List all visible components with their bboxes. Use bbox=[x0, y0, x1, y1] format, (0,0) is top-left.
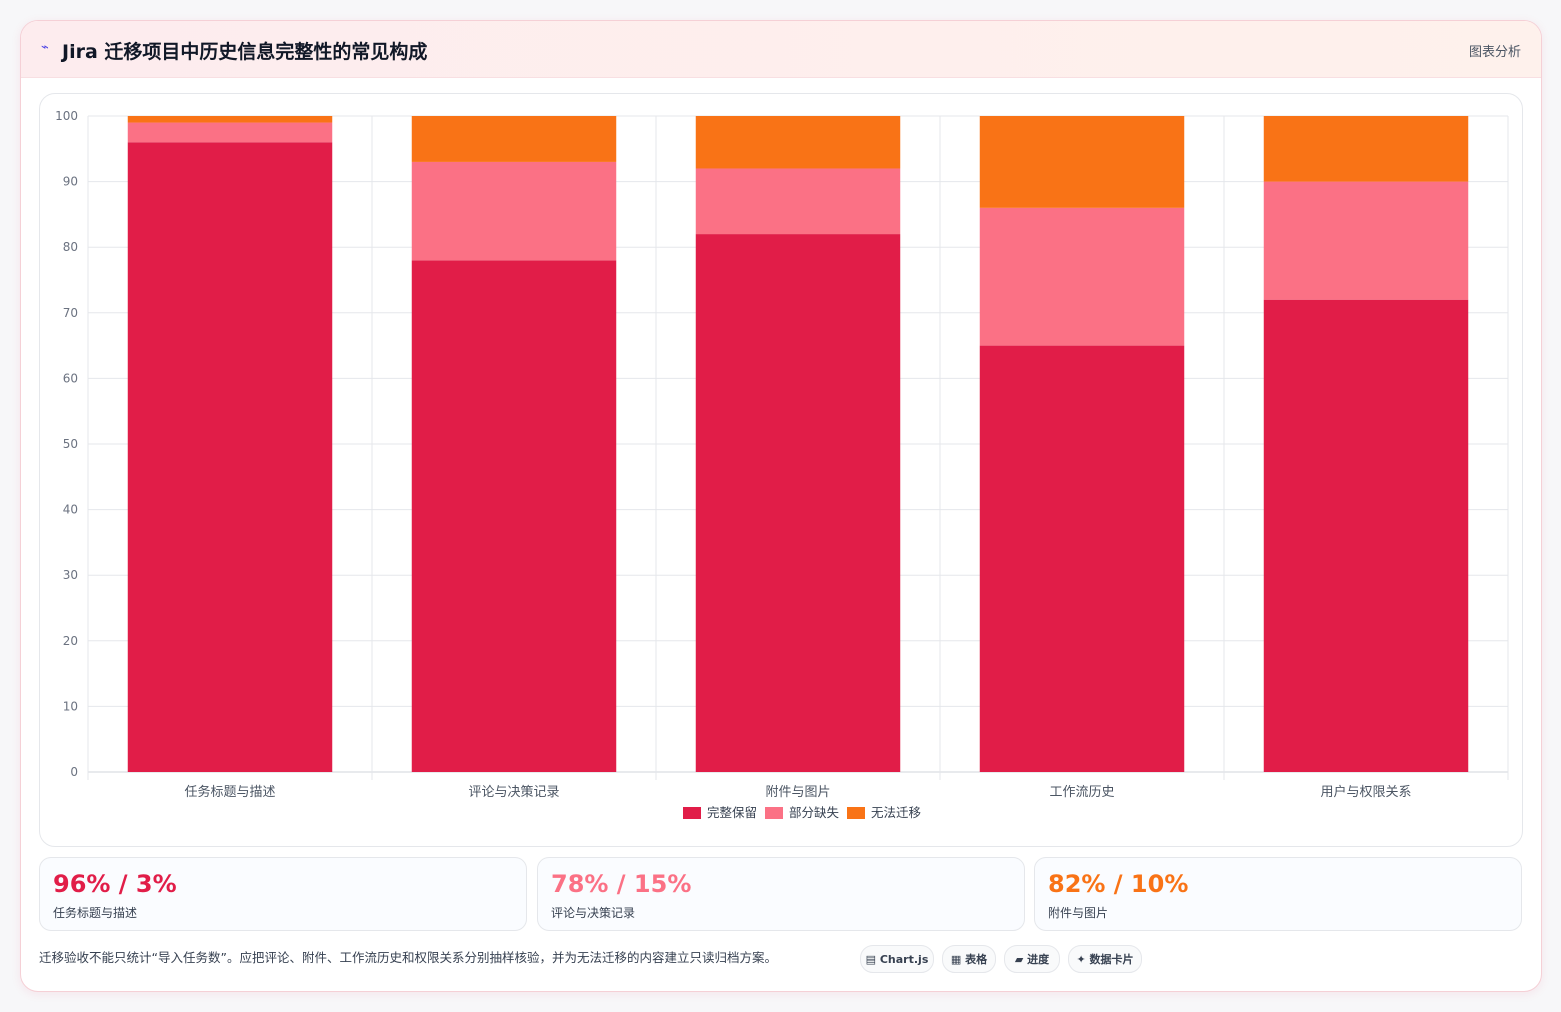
bar-segment bbox=[979, 345, 1185, 772]
stat-label: 任务标题与描述 bbox=[53, 906, 138, 920]
stat-label: 评论与决策记录 bbox=[551, 906, 636, 920]
bar-segment bbox=[1263, 181, 1469, 300]
stat-card-2: 78% / 15% 评论与决策记录 bbox=[537, 857, 1025, 931]
chip-chartjs[interactable]: ▤ Chart.js bbox=[860, 945, 934, 973]
bar-segment bbox=[127, 116, 333, 123]
card-header: ⌁ Jira 迁移项目中历史信息完整性的常见构成 图表分析 bbox=[21, 21, 1541, 78]
bar-segment bbox=[695, 168, 901, 235]
y-tick-label: 80 bbox=[63, 240, 78, 254]
chip-label: 数据卡片 bbox=[1089, 953, 1134, 966]
stat-value: 96% / 3% bbox=[53, 870, 177, 898]
chip-label: 表格 bbox=[965, 953, 988, 966]
stat-card-1: 96% / 3% 任务标题与描述 bbox=[39, 857, 527, 931]
table-icon: ▦ bbox=[950, 952, 962, 966]
bar-segment bbox=[127, 122, 333, 143]
y-tick-label: 0 bbox=[70, 765, 78, 779]
bar-segment bbox=[1263, 116, 1469, 182]
stat-card-3: 82% / 10% 附件与图片 bbox=[1034, 857, 1522, 931]
legend-swatch bbox=[683, 807, 701, 819]
bar-segment bbox=[979, 207, 1185, 346]
progress-icon: ▰ bbox=[1014, 952, 1024, 966]
y-tick-label: 20 bbox=[63, 634, 78, 648]
chip-table[interactable]: ▦ 表格 bbox=[942, 945, 996, 973]
legend-label: 完整保留 bbox=[707, 805, 757, 820]
bar-segment bbox=[411, 161, 617, 261]
chart-title: Jira 迁移项目中历史信息完整性的常见构成 bbox=[62, 41, 428, 63]
y-tick-label: 40 bbox=[63, 503, 78, 517]
sparkle-icon: ✦ bbox=[1076, 952, 1086, 966]
stat-value: 82% / 10% bbox=[1048, 870, 1189, 898]
y-tick-label: 70 bbox=[63, 306, 78, 320]
x-tick-label: 工作流历史 bbox=[1049, 785, 1114, 800]
chart-icon: ▤ bbox=[865, 952, 877, 966]
chip-label: Chart.js bbox=[879, 952, 929, 966]
bar-segment bbox=[411, 116, 617, 162]
y-tick-label: 30 bbox=[63, 568, 78, 582]
chart-card: ⌁ Jira 迁移项目中历史信息完整性的常见构成 图表分析 0 10 20 30 40 5… bbox=[20, 20, 1542, 992]
x-tick-label: 评论与决策记录 bbox=[468, 784, 559, 800]
footnote: 迁移验收不能只统计“导入任务数”。应把评论、附件、工作流历史和权限关系分别抽样核… bbox=[39, 950, 777, 965]
stat-label: 附件与图片 bbox=[1048, 906, 1109, 920]
chart-analysis-tag: 图表分析 bbox=[1468, 45, 1521, 60]
chip-progress[interactable]: ▰ 进度 bbox=[1004, 945, 1060, 973]
y-tick-label: 90 bbox=[63, 175, 78, 189]
bar-segment bbox=[695, 234, 901, 772]
y-tick-label: 50 bbox=[63, 437, 78, 451]
chip-label: 进度 bbox=[1027, 953, 1050, 966]
legend-swatch bbox=[765, 807, 783, 819]
bar-segment bbox=[127, 142, 333, 773]
y-tick-label: 10 bbox=[63, 699, 78, 713]
y-tick-label: 100 bbox=[55, 109, 78, 123]
stacked-bar-chart: 0 10 20 30 40 50 60 70 80 90 100 任务标题与描述 评论与决策记录 附件与图… bbox=[55, 109, 1509, 820]
chart-panel: 0 10 20 30 40 50 60 70 80 90 100 任务标题与描述 评论与决策记录 附件与图… bbox=[39, 93, 1523, 847]
y-tick-label: 60 bbox=[63, 371, 78, 385]
stat-value: 78% / 15% bbox=[551, 870, 692, 898]
x-tick-label: 任务标题与描述 bbox=[184, 784, 275, 800]
x-tick-label: 附件与图片 bbox=[765, 785, 830, 800]
x-tick-label: 用户与权限关系 bbox=[1320, 784, 1411, 800]
pulse-icon: ⌁ bbox=[41, 40, 49, 55]
legend-label: 部分缺失 bbox=[789, 805, 840, 820]
bar-segment bbox=[979, 116, 1185, 208]
bar-segment bbox=[411, 260, 617, 772]
legend-label: 无法迁移 bbox=[871, 805, 921, 820]
legend-swatch bbox=[847, 807, 865, 819]
chip-data-card[interactable]: ✦ 数据卡片 bbox=[1068, 945, 1142, 973]
bar-segment bbox=[695, 116, 901, 169]
bar-segment bbox=[1263, 299, 1469, 772]
